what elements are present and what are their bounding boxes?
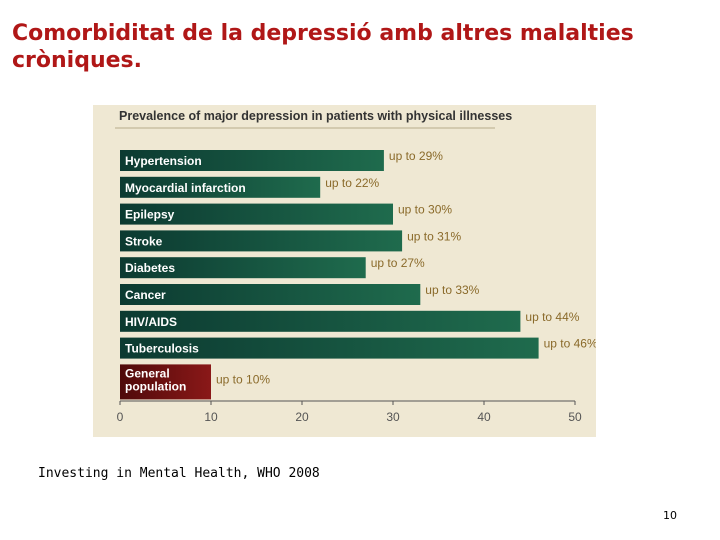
bar-chart: Prevalence of major depression in patien… xyxy=(115,109,596,424)
chart-title: Prevalence of major depression in patien… xyxy=(119,109,512,123)
category-label: population xyxy=(125,379,186,393)
x-tick-label: 40 xyxy=(477,410,491,424)
category-label: Myocardial infarction xyxy=(125,181,246,195)
value-label: up to 30% xyxy=(398,203,452,217)
category-label: Stroke xyxy=(125,234,163,248)
x-axis: 0 10 20 30 40 50 xyxy=(117,400,582,424)
x-tick-label: 0 xyxy=(117,410,124,424)
bar-general-population xyxy=(120,364,211,400)
bar-stroke xyxy=(120,230,403,252)
category-label: Diabetes xyxy=(125,261,175,275)
value-label: up to 31% xyxy=(407,229,461,243)
chart-panel: Prevalence of major depression in patien… xyxy=(93,105,596,437)
value-label: up to 33% xyxy=(425,283,479,297)
bar-diabetes xyxy=(120,257,366,279)
value-label: up to 44% xyxy=(525,310,579,324)
bar-cancer xyxy=(120,284,421,305)
category-label: HIV/AIDS xyxy=(125,315,177,329)
value-label: up to 46% xyxy=(544,337,596,351)
bar-hypertension xyxy=(120,150,384,171)
value-label: up to 10% xyxy=(216,372,270,386)
bar-myocardial-infarction xyxy=(120,176,321,198)
page-number: 10 xyxy=(663,509,677,522)
source-citation: Investing in Mental Health, WHO 2008 xyxy=(38,466,320,481)
x-tick-label: 50 xyxy=(568,410,582,424)
x-tick-label: 20 xyxy=(295,410,309,424)
value-label: up to 22% xyxy=(325,176,379,190)
bar-tuberculosis xyxy=(120,337,539,359)
value-label: up to 29% xyxy=(389,149,443,163)
category-label: General xyxy=(125,366,170,380)
category-label: Epilepsy xyxy=(125,208,175,222)
category-label: Hypertension xyxy=(125,154,202,168)
x-tick-label: 10 xyxy=(204,410,218,424)
bar-epilepsy xyxy=(120,203,393,225)
bar-hiv-aids xyxy=(120,310,521,332)
value-label: up to 27% xyxy=(371,256,425,270)
category-label: Cancer xyxy=(125,288,166,302)
x-tick-label: 30 xyxy=(386,410,400,424)
bars-group: Hypertension up to 29% Myocardial infarcti… xyxy=(120,149,596,400)
category-label: Tuberculosis xyxy=(125,342,199,356)
slide-title: Comorbiditat de la depressió amb altres … xyxy=(12,21,634,73)
